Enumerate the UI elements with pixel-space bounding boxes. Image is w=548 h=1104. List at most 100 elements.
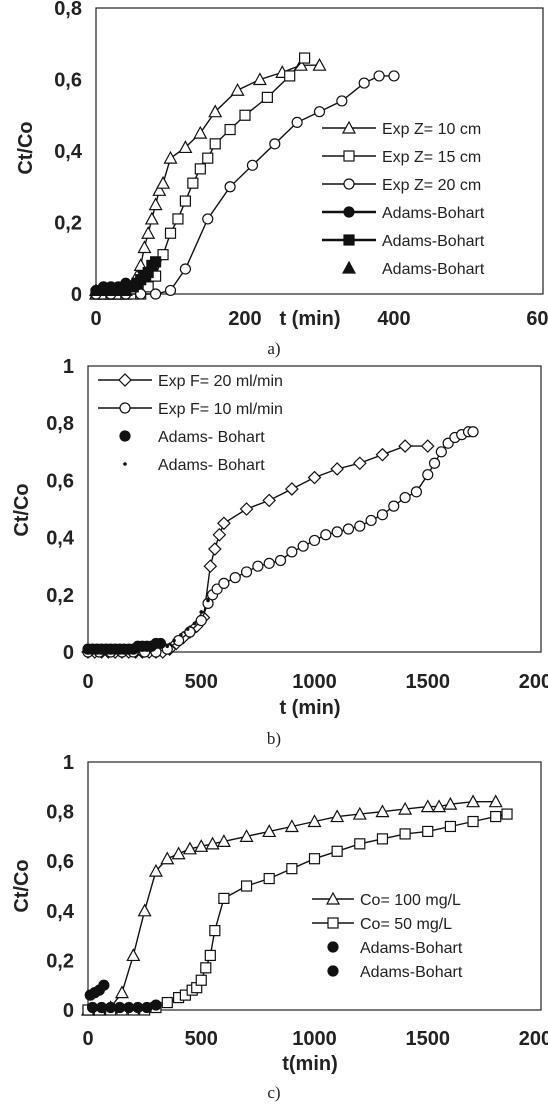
chart-1-legend-entry: Adams-Bohart (382, 233, 485, 250)
chart-1-series-5 (127, 256, 162, 293)
chart-1-series-1-point (252, 72, 267, 86)
chart-2-series-2-point (308, 534, 321, 547)
chart-3-series-2-point (240, 880, 253, 892)
chart-1-series-2-point (239, 109, 251, 121)
chart-3-series-1-point (171, 846, 186, 860)
chart-2-series-2-point (331, 526, 343, 538)
chart-2-legend-marker (119, 402, 131, 414)
chart-3-series-1-point (330, 809, 345, 823)
chart-1-series-3-point (358, 77, 370, 89)
chart-2-series-4-point (165, 644, 170, 649)
chart-3-series-1-point (126, 948, 141, 962)
chart-2-series-2-point (218, 577, 230, 589)
chart-2-y-tick-label: 0,4 (46, 528, 75, 550)
chart-3-series-3-point (98, 979, 110, 991)
chart-1-legend-entry: Exp Z= 10 cm (382, 121, 481, 138)
chart-2-y-axis-label: Ct/Co (11, 483, 33, 536)
chart-1-series-1-point (144, 211, 159, 225)
chart-3-series-4 (86, 999, 162, 1014)
chart-2-series-4-point (185, 627, 190, 631)
chart-3-series-1-point (284, 819, 299, 833)
chart-2-series-2-point (435, 446, 447, 458)
chart-2-series-1-point (330, 462, 344, 476)
chart-2-series-1-point (239, 502, 254, 516)
chart-2-series-1-point (285, 482, 299, 496)
chart-3-series-2-point (263, 872, 275, 885)
chart-2-legend-marker (118, 373, 132, 387)
chart-1-series-2-point (224, 123, 236, 136)
chart-1-legend-marker (343, 206, 355, 218)
chart-3-legend-entry: Adams-Bohart (360, 940, 463, 957)
chart-1-series-3-point (291, 116, 303, 129)
chart-1: 0 0,2 0,4 0,6 0,8 0 200 400 600 t (min) Ct/Co a) Exp… (15, 0, 548, 358)
chart-1-series-3-point (202, 213, 214, 225)
chart-3-legend-marker (327, 941, 339, 953)
chart-2-series-2-point (354, 520, 366, 532)
chart-3-legend-marker (327, 917, 339, 929)
chart-2-legend-marker (119, 430, 131, 442)
chart-3-series-1-point (148, 863, 163, 877)
chart-1-caption: a) (267, 339, 280, 358)
chart-3-y-axis-label: Ct/Co (11, 859, 33, 912)
chart-3-plot-frame (87, 761, 542, 1011)
chart-3-y-tick-label: 0,2 (46, 950, 74, 972)
chart-2-series-4-point (172, 638, 176, 643)
chart-1-y-tick-label: 0,2 (54, 213, 82, 235)
chart-1-series-3-point (246, 159, 259, 171)
chart-3-series-1-point (182, 841, 197, 855)
chart-3-series-2-point (490, 810, 502, 823)
chart-3-y-tick-label: 0,8 (46, 802, 74, 824)
chart-2-x-tick-label: 0 (82, 671, 93, 693)
chart-1-series-3-point (313, 106, 326, 118)
chart-1-series-1-point (208, 104, 223, 118)
chart-1-series-2-point (142, 281, 154, 293)
chart-3-series-1-point (488, 794, 503, 808)
chart-1-series-1-point (178, 140, 193, 154)
chart-3: 0 0,2 0,4 0,6 0,8 1 0 500 1000 1500 2000 t(min) Ct/C… (11, 752, 548, 1102)
chart-1-series-3-point (150, 288, 162, 300)
chart-2-plot-frame (87, 365, 542, 653)
chart-3-series-2-point (467, 815, 479, 828)
chart-3-y-tick-label: 1 (63, 752, 74, 774)
chart-3-y-tick-label: 0 (63, 1000, 74, 1022)
chart-2-legend: Exp F= 20 ml/min Exp F= 10 ml/min Adams- B… (98, 373, 283, 474)
chart-2-legend-entry: Adams- Bohart (158, 429, 265, 446)
chart-3-series-3 (84, 979, 110, 1001)
chart-2-series-4-point (192, 621, 197, 626)
chart-3-x-tick-label: 500 (185, 1028, 218, 1050)
chart-3-series-1-point (375, 804, 390, 818)
chart-1-series-2-point (157, 249, 169, 261)
chart-2-series-1-point (203, 559, 218, 574)
chart-3-series-1-point (137, 903, 152, 917)
chart-3-series-2-point (399, 828, 411, 840)
chart-1-series-2 (90, 52, 311, 300)
chart-2-series-2-point (365, 514, 377, 527)
chart-2-caption: b) (267, 729, 281, 748)
chart-2-y-tick-label: 1 (63, 356, 74, 378)
chart-1-x-axis-label: t (min) (279, 308, 340, 330)
chart-3-series-4-point (141, 1001, 153, 1014)
chart-2-series-1-point (207, 542, 222, 556)
chart-3-series-1-point (160, 851, 175, 865)
chart-3-series-1-point (420, 799, 435, 813)
chart-3-x-axis-label: t(min) (282, 1053, 338, 1075)
chart-1-series-1-point (163, 150, 178, 164)
chart-2-series-2-point (342, 523, 355, 535)
chart-2-series-2-point (240, 566, 253, 578)
chart-1-series-1-point (141, 225, 156, 239)
chart-2-series-3 (82, 637, 167, 655)
chart-3-y-tick-label: 0,4 (46, 901, 75, 923)
chart-3-legend-marker (327, 965, 339, 977)
chart-2-y-tick-label: 0,8 (46, 413, 74, 435)
chart-3-series-2-point (209, 925, 221, 937)
chart-1-series-2-point (172, 213, 184, 225)
chart-2-series-4-point (179, 633, 183, 637)
chart-1-series-2-point (202, 152, 214, 164)
chart-3-series-1-point (466, 794, 481, 808)
chart-2-series-2-point (422, 469, 434, 481)
chart-2-legend-entry: Adams- Bohart (158, 457, 265, 474)
chart-1-series-2-line (96, 57, 306, 295)
chart-3-series-1-point (432, 799, 447, 813)
chart-1-plot-frame (95, 7, 544, 295)
chart-2-y-tick-label: 0,2 (46, 585, 74, 607)
